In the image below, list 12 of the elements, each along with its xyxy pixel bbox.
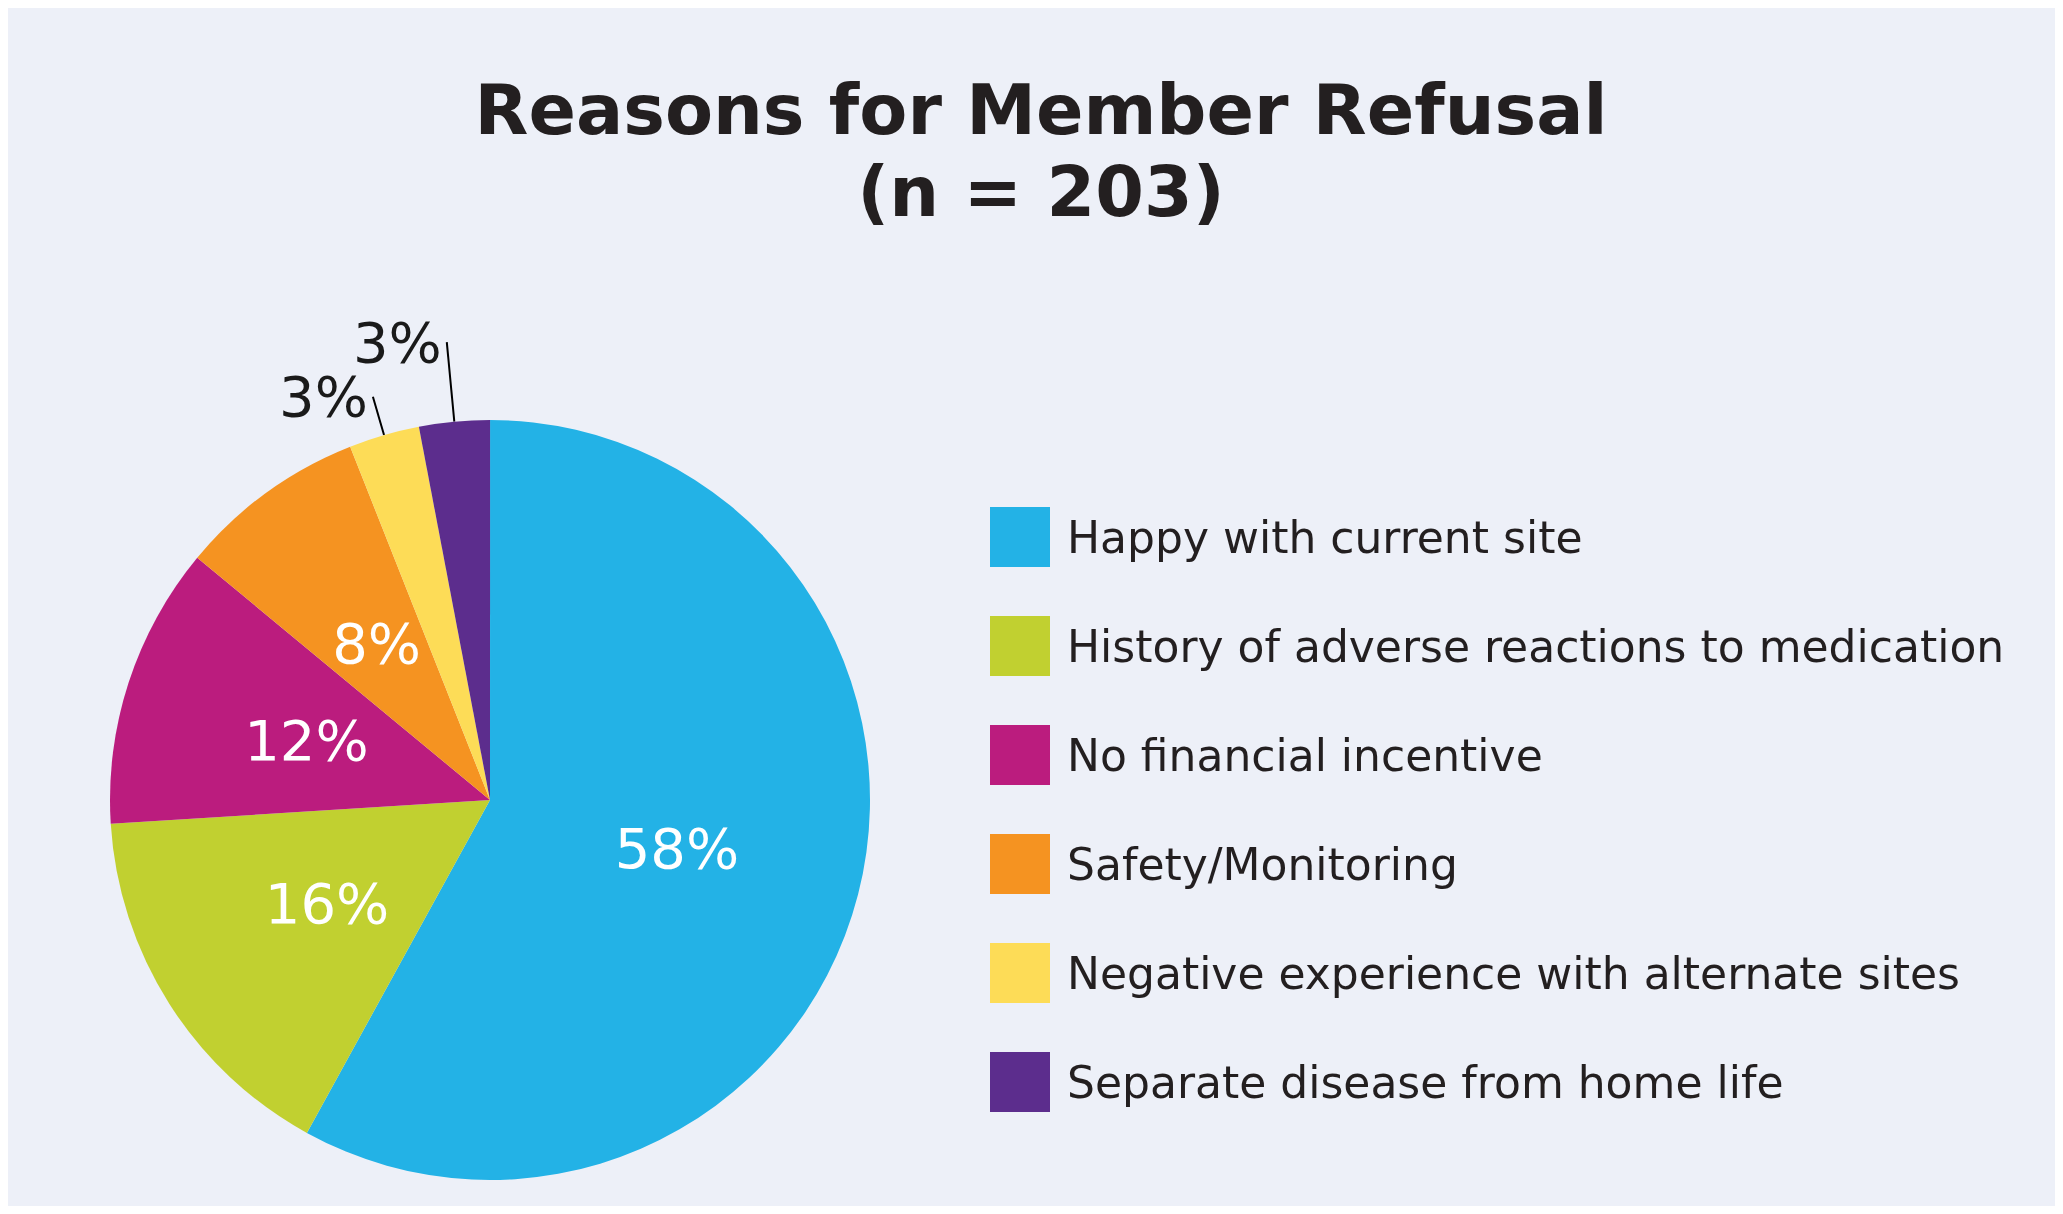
legend-label: History of adverse reactions to medication <box>1067 620 2005 672</box>
data-label: 16% <box>264 870 390 936</box>
data-label: 58% <box>614 815 740 881</box>
legend-label: Happy with current site <box>1067 511 1583 563</box>
legend-label: Negative experience with alternate sites <box>1067 947 1961 999</box>
chart-title: Reasons for Member Refusal <box>474 69 1608 151</box>
legend-label: Safety/Monitoring <box>1067 838 1458 890</box>
data-label: 8% <box>332 611 422 677</box>
legend-label: No financial incentive <box>1067 729 1543 781</box>
chart-subtitle: (n = 203) <box>857 151 1225 233</box>
legend-label: Separate disease from home life <box>1067 1056 1784 1108</box>
data-label: 12% <box>244 707 369 773</box>
